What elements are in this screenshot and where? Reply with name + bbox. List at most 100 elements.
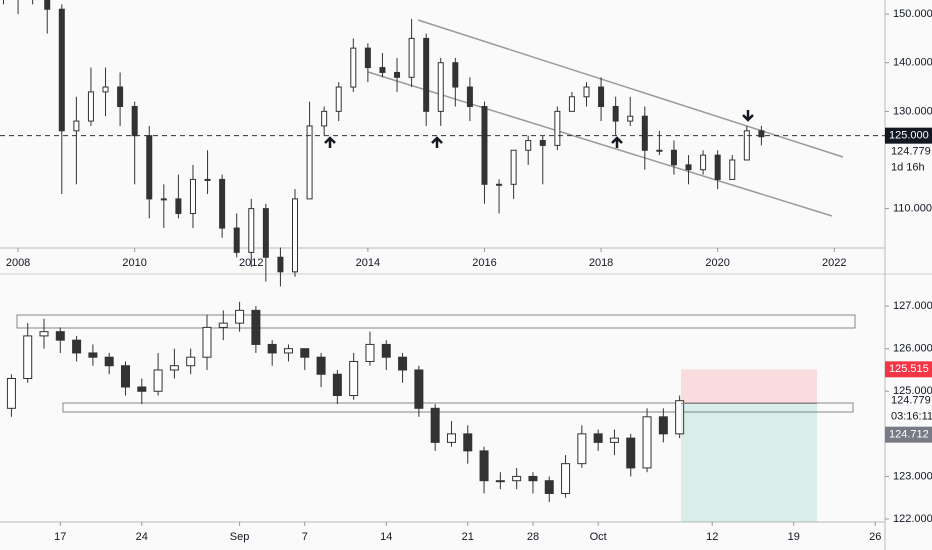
candle-body bbox=[743, 130, 750, 161]
candle-body bbox=[528, 475, 538, 482]
candle-body bbox=[277, 256, 284, 273]
candle-body bbox=[104, 356, 114, 367]
x-tick-label: Oct bbox=[590, 531, 607, 543]
candle-body bbox=[73, 120, 80, 132]
zone-box bbox=[16, 314, 856, 329]
candle-body bbox=[446, 433, 456, 443]
x-tick-label: Sep bbox=[230, 531, 250, 543]
candle-body bbox=[153, 369, 163, 392]
x-tick-label: 24 bbox=[136, 531, 148, 543]
countdown-label: 03:16:11 bbox=[891, 411, 932, 423]
y-tick-label: 127.000 bbox=[893, 300, 932, 312]
candle-body bbox=[758, 130, 765, 138]
candle-body bbox=[169, 365, 179, 371]
candle-body bbox=[233, 227, 240, 253]
candle-body bbox=[510, 149, 517, 185]
annotation-arrow bbox=[324, 136, 336, 148]
candle-body bbox=[729, 159, 736, 180]
candle-body bbox=[160, 198, 167, 201]
price-label: 125.000 bbox=[889, 130, 929, 142]
x-tick-label: 19 bbox=[788, 531, 800, 543]
stop-zone bbox=[681, 403, 817, 522]
candle-body bbox=[685, 164, 692, 171]
candle-body bbox=[714, 154, 721, 180]
x-tick-label: 2022 bbox=[822, 257, 846, 269]
profit-zone bbox=[681, 369, 817, 404]
candle-body bbox=[321, 110, 328, 127]
x-tick-label: 17 bbox=[54, 531, 66, 543]
trend-line bbox=[367, 71, 833, 217]
candle-body bbox=[394, 71, 401, 78]
zone-box bbox=[62, 402, 854, 413]
candle-body bbox=[365, 343, 375, 362]
y-tick-label: 130.000 bbox=[893, 105, 932, 117]
candle-body bbox=[300, 348, 310, 358]
candle-body bbox=[131, 105, 138, 137]
annotation-arrow bbox=[611, 136, 623, 148]
y-tick-label: 125.000 bbox=[893, 385, 932, 397]
candle-body bbox=[381, 343, 391, 358]
candle-body bbox=[292, 198, 298, 273]
candle-body bbox=[58, 8, 65, 132]
candle-body bbox=[316, 356, 326, 375]
candle-body bbox=[642, 416, 652, 469]
candle-body bbox=[568, 96, 575, 112]
candle-body bbox=[641, 115, 648, 151]
candle-body bbox=[525, 140, 532, 151]
candle-body bbox=[6, 377, 16, 409]
candle-body bbox=[423, 37, 430, 112]
annotation-arrow bbox=[742, 110, 754, 122]
candle-body bbox=[583, 86, 590, 98]
y-tick-label: 126.000 bbox=[893, 343, 932, 355]
candle-body bbox=[479, 450, 489, 482]
x-tick-label: 2008 bbox=[6, 257, 30, 269]
candle-body bbox=[248, 208, 255, 253]
target-label: 125.515 bbox=[889, 363, 929, 375]
candle-body bbox=[561, 463, 571, 494]
x-tick-label: 14 bbox=[380, 531, 392, 543]
annotation-arrow bbox=[431, 136, 443, 148]
candle-body bbox=[39, 331, 49, 337]
candle-body bbox=[146, 135, 153, 200]
candle-body bbox=[463, 433, 473, 452]
candle-body bbox=[554, 110, 561, 146]
x-tick-label: 2020 bbox=[705, 257, 729, 269]
x-tick-label: 2016 bbox=[472, 257, 496, 269]
candle-body bbox=[437, 62, 444, 112]
candle-body bbox=[349, 360, 359, 397]
last-price-label: 124.779 bbox=[891, 395, 931, 407]
candle-body bbox=[452, 62, 459, 88]
candle-body bbox=[466, 86, 473, 107]
candle-body bbox=[609, 437, 619, 443]
candle-body bbox=[88, 352, 98, 358]
y-tick-label: 122.000 bbox=[893, 513, 932, 525]
candle-body bbox=[364, 47, 371, 69]
candle-body bbox=[670, 149, 677, 166]
candle-body bbox=[235, 309, 245, 324]
candle-body bbox=[430, 407, 440, 443]
x-tick-label: 28 bbox=[527, 531, 539, 543]
candle-body bbox=[675, 400, 685, 435]
candle-body bbox=[55, 331, 65, 341]
candle-body bbox=[332, 373, 342, 397]
candle-body bbox=[593, 433, 603, 443]
x-tick-label: 2018 bbox=[589, 257, 613, 269]
trend-line bbox=[417, 19, 844, 158]
candle-body bbox=[87, 91, 94, 122]
candle-body bbox=[117, 86, 124, 107]
y-tick-label: 123.000 bbox=[893, 470, 932, 482]
candle-body bbox=[700, 154, 707, 171]
candle-body bbox=[379, 67, 386, 73]
countdown-label: 1d 16h bbox=[891, 162, 925, 174]
candle-body bbox=[202, 326, 212, 358]
x-tick-label: 12 bbox=[706, 531, 718, 543]
candle-body bbox=[267, 343, 277, 354]
candle-body bbox=[251, 309, 261, 345]
candle-body bbox=[120, 365, 130, 388]
candle-body bbox=[496, 183, 503, 186]
candle-body bbox=[189, 178, 196, 214]
candle-body bbox=[398, 356, 408, 371]
y-tick-label: 110.000 bbox=[893, 203, 932, 215]
